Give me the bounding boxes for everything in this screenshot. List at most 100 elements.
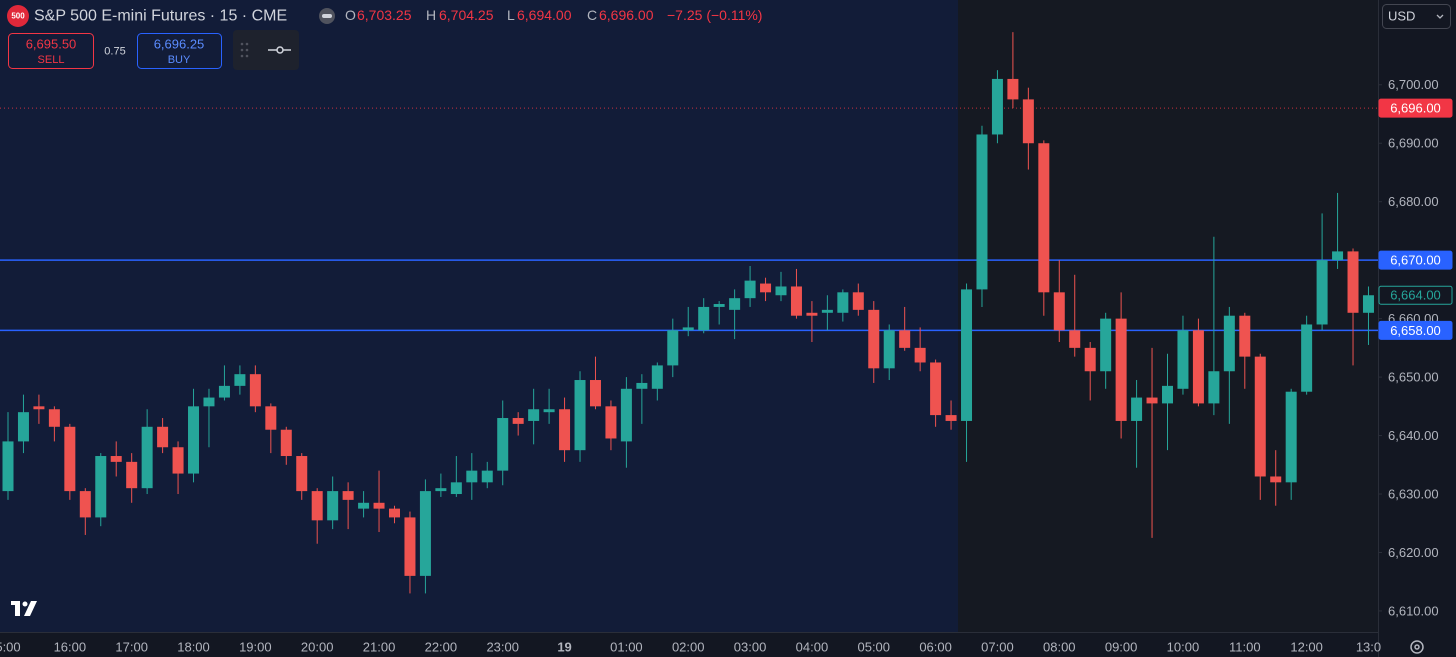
candle-body (790, 286, 802, 316)
ohlc-value: 6,694.00 (517, 7, 572, 23)
candle-body (698, 306, 710, 331)
ohlc-value: 6,696.00 (599, 7, 654, 23)
candle-body (265, 406, 277, 430)
settings-icon[interactable] (1410, 640, 1424, 654)
candle-body (914, 347, 926, 363)
x-tick-label: 19 (557, 639, 571, 654)
sell-button[interactable] (8, 33, 94, 69)
y-tick-label: 6,650.00 (1388, 370, 1439, 385)
candle-body (543, 409, 555, 413)
x-tick-label: 09:00 (1105, 639, 1138, 654)
plot-area (0, 32, 1378, 594)
candle-body (234, 374, 246, 386)
candle-body (188, 406, 200, 474)
x-tick-label: 08:00 (1043, 639, 1076, 654)
currency-select[interactable] (1382, 4, 1451, 29)
y-tick-label: 6,640.00 (1388, 428, 1439, 443)
x-tick-label: 02:00 (672, 639, 705, 654)
candle-body (311, 491, 323, 521)
candle-body (1053, 292, 1065, 331)
candle-body (249, 374, 261, 407)
candle-body (605, 406, 617, 439)
candle-body (33, 406, 45, 410)
x-tick-label: 05:00 (857, 639, 890, 654)
candle-body (991, 78, 1003, 135)
candle-body (1177, 330, 1189, 389)
candle-body (1362, 295, 1374, 313)
candle-body (1007, 78, 1019, 100)
candle-body (651, 365, 663, 389)
candle-body (110, 456, 122, 462)
dropdown-arrow (1436, 14, 1444, 19)
candle-body (1223, 315, 1235, 372)
candle-body (203, 397, 215, 407)
x-tick-label: 07:00 (981, 639, 1014, 654)
ohlc-value: 6,703.25 (357, 7, 412, 23)
buy-button[interactable] (137, 33, 222, 69)
x-tick-label: 06:00 (919, 639, 952, 654)
symbol-badge[interactable] (7, 5, 29, 27)
x-tick-label: 01:00 (610, 639, 643, 654)
candle-body (435, 488, 447, 492)
candle-body (358, 502, 370, 509)
x-tick-label: 22:00 (425, 639, 458, 654)
x-tick-label: 20:00 (301, 639, 334, 654)
candle-body (1332, 251, 1344, 261)
x-tick-label: 11:00 (1229, 639, 1261, 654)
ohlc-key: H (426, 7, 436, 23)
candle-body (1270, 476, 1282, 483)
candle-body (79, 491, 91, 518)
candle-body (1239, 315, 1251, 357)
candle-body (589, 380, 601, 407)
candle-body (852, 292, 864, 310)
ohlc-value: 6,704.25 (439, 7, 494, 23)
visibility-icon (322, 14, 332, 18)
candle-body (389, 508, 400, 518)
candle-body (821, 309, 833, 313)
level-box (1378, 320, 1453, 340)
candle-body (280, 429, 292, 457)
toolbar[interactable] (233, 30, 299, 70)
symbol-badge-text: 500 (11, 12, 25, 21)
candle-body (976, 134, 988, 290)
x-tick-label: 17:00 (115, 639, 148, 654)
candle-body (64, 426, 76, 492)
candle-body (342, 491, 354, 500)
candle-body (404, 517, 416, 576)
candle-body (574, 380, 586, 451)
x-tick-label: 16:00 (54, 639, 87, 654)
candle-body (95, 456, 107, 518)
x-tick-label: 19:00 (239, 639, 272, 654)
buy-label: BUY (168, 54, 191, 66)
candle-body (1115, 318, 1127, 421)
candle-body (17, 412, 29, 442)
session-shade (0, 0, 958, 632)
buy-price: 6,696.25 (154, 36, 205, 51)
change: −7.25 (−0.11%) (667, 7, 762, 23)
last-price-box (1378, 285, 1453, 305)
sell-label: SELL (38, 54, 65, 66)
spread: 0.75 (104, 45, 125, 57)
ohlc-key: L (507, 7, 515, 23)
x-tick-label: 13:0 (1356, 639, 1381, 654)
candle-body (373, 502, 385, 509)
y-tick-label: 6,610.00 (1388, 603, 1439, 618)
logo[interactable] (11, 601, 37, 616)
candle-body (218, 385, 230, 398)
candle-body (744, 280, 756, 299)
candle-body (1301, 324, 1313, 392)
candle-body (172, 447, 184, 474)
symbol-title[interactable]: S&P 500 E-mini Futures · 15 · CME (34, 8, 287, 25)
candle-body (868, 309, 880, 369)
candle-body (1069, 330, 1081, 348)
session-shade (958, 0, 1378, 632)
candle-body (528, 409, 540, 421)
x-tick-label: 12:00 (1290, 639, 1323, 654)
x-tick-label: 5:00 (0, 639, 21, 654)
x-tick-label: 23:00 (486, 639, 519, 654)
x-tick-label: 10:00 (1167, 639, 1200, 654)
candle-body (682, 327, 694, 331)
candle-body (1162, 385, 1173, 404)
